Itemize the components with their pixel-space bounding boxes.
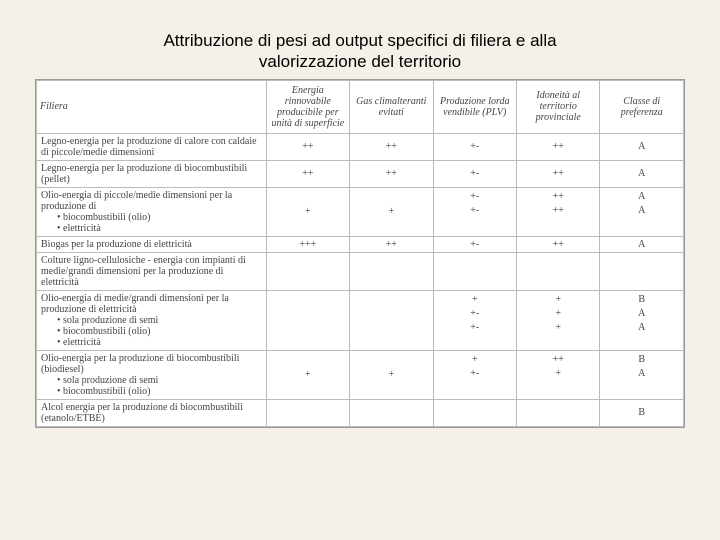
table-header-row: Filiera Energia rinnovabile producibile … xyxy=(37,80,684,133)
cell-classe: AA xyxy=(600,187,684,236)
cell-filiera: Olio-energia di piccole/medie dimensioni… xyxy=(37,187,267,236)
cell-plv: +- xyxy=(433,236,516,252)
cell-classe: B xyxy=(600,399,684,426)
table-row: Colture ligno-cellulosiche - energia con… xyxy=(37,252,684,290)
cell-energia xyxy=(266,399,349,426)
cell-filiera: Legno-energia per la produzione di calor… xyxy=(37,133,267,160)
table-row: Legno-energia per la produzione di bioco… xyxy=(37,160,684,187)
table-row: Alcol energia per la produzione di bioco… xyxy=(37,399,684,426)
cell-plv: ++- xyxy=(433,350,516,399)
cell-energia: + xyxy=(266,187,349,236)
table-row: Olio-energia di medie/grandi dimensioni … xyxy=(37,290,684,350)
col-gas: Gas climalteranti evitati xyxy=(350,80,433,133)
cell-gas: ++ xyxy=(350,236,433,252)
cell-classe: A xyxy=(600,160,684,187)
cell-plv xyxy=(433,399,516,426)
cell-gas xyxy=(350,252,433,290)
cell-idoneita: +++ xyxy=(517,290,600,350)
cell-plv: +- xyxy=(433,160,516,187)
cell-idoneita: ++ xyxy=(517,133,600,160)
col-plv: Produzione lorda vendibile (PLV) xyxy=(433,80,516,133)
cell-energia: ++ xyxy=(266,160,349,187)
cell-classe xyxy=(600,252,684,290)
table-row: Olio-energia per la produzione di biocom… xyxy=(37,350,684,399)
cell-idoneita: ++ xyxy=(517,236,600,252)
table-container: Filiera Energia rinnovabile producibile … xyxy=(35,79,685,428)
cell-classe: BAA xyxy=(600,290,684,350)
cell-idoneita xyxy=(517,252,600,290)
cell-classe: A xyxy=(600,133,684,160)
cell-gas: ++ xyxy=(350,133,433,160)
cell-idoneita: +++ xyxy=(517,350,600,399)
table-row: Legno-energia per la produzione di calor… xyxy=(37,133,684,160)
col-energia: Energia rinnovabile producibile per unit… xyxy=(266,80,349,133)
cell-idoneita: ++++ xyxy=(517,187,600,236)
cell-filiera: Olio-energia di medie/grandi dimensioni … xyxy=(37,290,267,350)
cell-filiera: Alcol energia per la produzione di bioco… xyxy=(37,399,267,426)
col-idoneita: Idoneità al territorio provinciale xyxy=(517,80,600,133)
title-line1: Attribuzione di pesi ad output specifici… xyxy=(163,31,556,50)
cell-plv: ++-+- xyxy=(433,290,516,350)
cell-gas xyxy=(350,290,433,350)
cell-gas: + xyxy=(350,350,433,399)
cell-classe: A xyxy=(600,236,684,252)
cell-filiera: Olio-energia per la produzione di biocom… xyxy=(37,350,267,399)
cell-energia: + xyxy=(266,350,349,399)
cell-gas: ++ xyxy=(350,160,433,187)
cell-plv: +-+- xyxy=(433,187,516,236)
cell-filiera: Colture ligno-cellulosiche - energia con… xyxy=(37,252,267,290)
cell-energia xyxy=(266,252,349,290)
weights-table: Filiera Energia rinnovabile producibile … xyxy=(36,80,684,427)
cell-energia: ++ xyxy=(266,133,349,160)
cell-classe: BA xyxy=(600,350,684,399)
table-row: Biogas per la produzione di elettricità+… xyxy=(37,236,684,252)
cell-filiera: Legno-energia per la produzione di bioco… xyxy=(37,160,267,187)
cell-plv xyxy=(433,252,516,290)
col-classe: Classe di preferenza xyxy=(600,80,684,133)
cell-gas xyxy=(350,399,433,426)
cell-energia xyxy=(266,290,349,350)
page-title: Attribuzione di pesi ad output specifici… xyxy=(35,30,685,73)
cell-plv: +- xyxy=(433,133,516,160)
cell-filiera: Biogas per la produzione di elettricità xyxy=(37,236,267,252)
col-filiera: Filiera xyxy=(37,80,267,133)
title-line2: valorizzazione del territorio xyxy=(259,52,461,71)
cell-energia: +++ xyxy=(266,236,349,252)
cell-idoneita xyxy=(517,399,600,426)
cell-idoneita: ++ xyxy=(517,160,600,187)
cell-gas: + xyxy=(350,187,433,236)
table-row: Olio-energia di piccole/medie dimensioni… xyxy=(37,187,684,236)
